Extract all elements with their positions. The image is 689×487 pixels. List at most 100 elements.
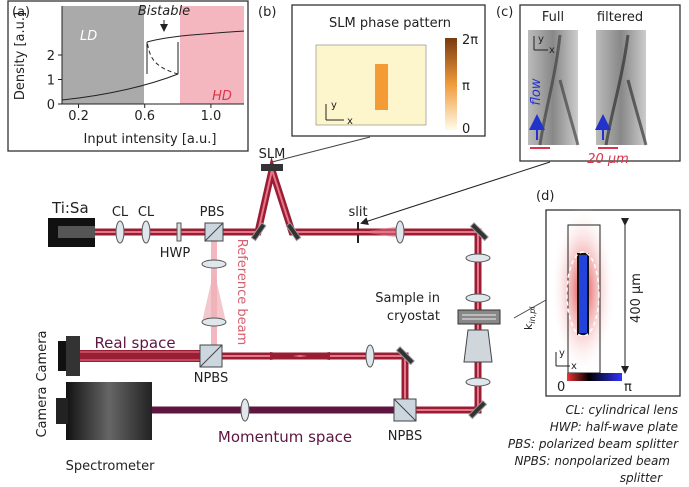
title: Full bbox=[542, 10, 564, 25]
beams bbox=[80, 156, 482, 414]
title: filtered bbox=[597, 10, 643, 25]
panel-label: (b) bbox=[258, 5, 276, 20]
axis-y: y bbox=[538, 34, 544, 45]
focus bbox=[270, 352, 330, 360]
label: cryostat bbox=[387, 309, 440, 324]
flow-label: flow bbox=[529, 78, 544, 105]
legend-item: CL: cylindrical lens bbox=[566, 403, 678, 417]
axes-icon bbox=[533, 36, 548, 51]
lens bbox=[465, 377, 491, 387]
x-label: Input intensity [a.u.] bbox=[84, 132, 217, 147]
y-label: Density [a.u.] bbox=[13, 12, 28, 100]
label: CL bbox=[112, 205, 129, 220]
label: Camera bbox=[35, 330, 50, 381]
cb-label: π bbox=[624, 380, 632, 395]
y-tick-label: 2 bbox=[47, 49, 55, 64]
label: Reference beam bbox=[234, 239, 249, 345]
label: HWP bbox=[160, 246, 191, 261]
cb-label: 0 bbox=[462, 122, 470, 137]
dashed-ellipse bbox=[566, 251, 600, 337]
camera bbox=[56, 398, 68, 424]
lens bbox=[201, 317, 227, 327]
lens bbox=[395, 220, 405, 244]
panel-b: (b) SLM phase pattern 2π π 0 y x bbox=[258, 4, 486, 137]
unstable-branch bbox=[146, 41, 179, 75]
pattern bbox=[315, 44, 427, 126]
colorbar bbox=[445, 38, 457, 130]
lens bbox=[465, 293, 491, 303]
panel-label: (d) bbox=[536, 189, 554, 204]
upper-branch bbox=[146, 30, 245, 43]
lens bbox=[365, 344, 375, 368]
cryostat-window bbox=[462, 314, 496, 320]
label: PBS bbox=[200, 205, 225, 220]
lens bbox=[240, 398, 250, 422]
legend-item: HWP: half-wave plate bbox=[550, 420, 678, 434]
objective bbox=[463, 329, 493, 363]
panel-d: (d) 400 μm 0 π y x bbox=[536, 189, 681, 397]
npbs-diagonal bbox=[393, 398, 417, 422]
axes: 0.2 0.6 1.0 0 1 2 bbox=[47, 6, 244, 124]
label: slit bbox=[348, 205, 367, 220]
lens bbox=[115, 220, 125, 244]
cryostat bbox=[457, 309, 501, 325]
legend-item: PBS: polarized beam splitter bbox=[508, 437, 679, 451]
k: k bbox=[522, 323, 535, 330]
legend-item: NPBS: nonpolarized beam bbox=[514, 454, 670, 468]
phase-stripe bbox=[375, 64, 388, 110]
lens bbox=[201, 259, 227, 269]
axis-y: y bbox=[331, 100, 337, 111]
panel-c: (c) Full filtered flow 20 μm y x bbox=[496, 4, 681, 167]
hd-region bbox=[180, 6, 244, 104]
mirror bbox=[250, 222, 267, 242]
beam-cone bbox=[362, 226, 400, 238]
axis-x: x bbox=[549, 45, 555, 56]
axes-icon bbox=[325, 104, 344, 121]
k-sub: in,pl bbox=[528, 306, 537, 324]
callout bbox=[513, 299, 547, 319]
axis-x: x bbox=[347, 116, 353, 127]
ld-region bbox=[62, 6, 144, 104]
y-tick-label: 0 bbox=[47, 98, 55, 113]
hysteresis bbox=[146, 42, 179, 74]
k-label: kin,pl bbox=[522, 306, 537, 330]
axis-x: x bbox=[571, 361, 577, 372]
lens bbox=[141, 220, 151, 244]
title: Bistable bbox=[138, 4, 190, 19]
phase-stripe bbox=[577, 253, 589, 335]
label: CL bbox=[138, 205, 155, 220]
slm bbox=[261, 164, 283, 171]
hd: HD bbox=[212, 89, 232, 104]
laser-aperture bbox=[58, 226, 95, 238]
scale-label: 20 μm bbox=[587, 152, 629, 167]
labels: Ti:Sa CL CL HWP PBS SLM slit Reference b… bbox=[35, 147, 537, 474]
legend: CL: cylindrical lens HWP: half-wave plat… bbox=[508, 403, 679, 485]
components bbox=[48, 164, 501, 440]
axes-icon bbox=[555, 352, 570, 367]
label: Ti:Sa bbox=[51, 199, 89, 217]
mirror bbox=[469, 222, 489, 242]
x-tick-label: 0.2 bbox=[68, 109, 89, 124]
panel-label: (a) bbox=[12, 5, 30, 20]
label: Sample in bbox=[375, 291, 440, 306]
ld: LD bbox=[80, 29, 97, 44]
callout bbox=[360, 161, 551, 225]
panel-label: (c) bbox=[496, 5, 513, 20]
colorbar bbox=[567, 373, 622, 381]
lower-branch bbox=[61, 73, 179, 101]
label: NPBS bbox=[194, 371, 229, 386]
real-beam-core bbox=[80, 351, 215, 361]
label: SLM bbox=[259, 147, 286, 162]
pbs-diagonal bbox=[204, 222, 224, 242]
axis-y: y bbox=[559, 348, 565, 359]
label: Spectrometer bbox=[66, 459, 156, 474]
y-tick-label: 1 bbox=[47, 74, 55, 89]
legend-item: splitter bbox=[620, 471, 663, 485]
size-label: 400 μm bbox=[629, 273, 644, 323]
npbs-diagonal bbox=[199, 344, 223, 368]
spectrometer bbox=[66, 382, 152, 440]
waveplate bbox=[176, 222, 182, 242]
flow-trace bbox=[604, 34, 648, 146]
cb-label: π bbox=[462, 79, 470, 94]
